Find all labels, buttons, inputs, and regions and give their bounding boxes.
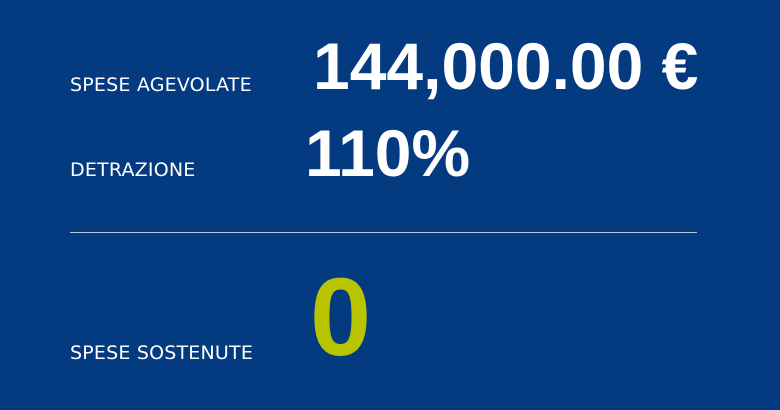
- spese-sostenute-value: 0: [310, 256, 372, 379]
- spese-agevolate-value: 144,000.00 €: [313, 29, 699, 103]
- spese-agevolate-label: SPESE AGEVOLATE: [70, 74, 252, 96]
- detrazione-value: 110%: [305, 116, 471, 190]
- spese-sostenute-label: SPESE SOSTENUTE: [70, 342, 254, 364]
- detrazione-label: DETRAZIONE: [70, 159, 196, 181]
- divider: [70, 232, 697, 233]
